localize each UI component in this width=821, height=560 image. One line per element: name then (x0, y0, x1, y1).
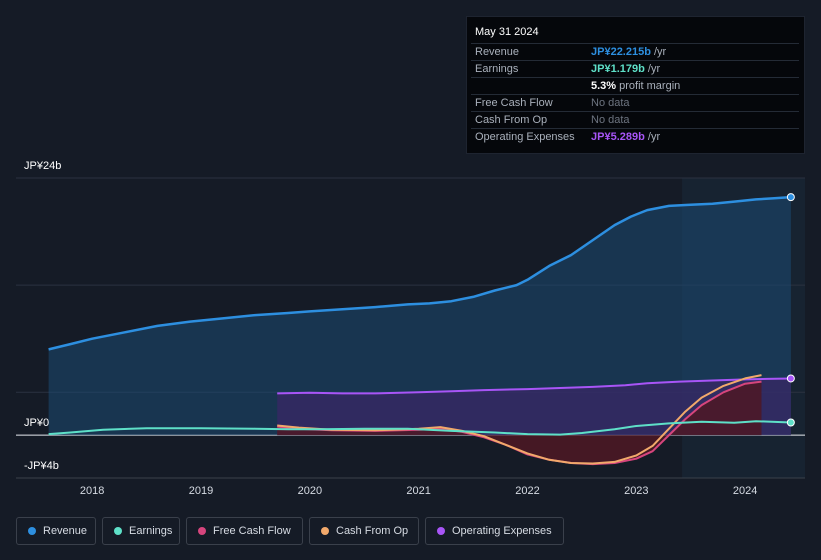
tooltip-panel: May 31 2024 Revenue JP¥22.215b /yr Earning… (466, 16, 805, 154)
y-axis-zero-label: JP¥0 (24, 417, 50, 429)
legend-dot-icon (321, 527, 329, 535)
x-tick-label: 2019 (188, 485, 214, 497)
tooltip-row-value: No data (591, 97, 630, 109)
legend-label: Operating Expenses (452, 525, 552, 537)
earnings-line (48, 420, 791, 436)
legend-item-earnings[interactable]: Earnings (102, 517, 180, 545)
revenue-area (48, 197, 791, 436)
tooltip-row-value: JP¥5.289b /yr (591, 131, 660, 143)
legend-item-cash-from-op[interactable]: Cash From Op (309, 517, 419, 545)
x-tick-label: 2022 (515, 485, 540, 497)
tooltip-value-number: JP¥5.289b (591, 131, 645, 143)
tooltip-row-value: JP¥22.215b /yr (591, 46, 666, 58)
tooltip-value-number: 5.3% (591, 80, 617, 92)
series-end-markers (786, 193, 795, 427)
x-tick-label: 2021 (406, 485, 431, 497)
tooltip-row-value: 5.3% profit margin (591, 80, 680, 92)
x-tick-label: 2020 (297, 485, 323, 497)
tooltip-value-unit: /yr (650, 46, 667, 58)
tooltip-row: Free Cash Flow No data (471, 94, 799, 112)
legend-dot-icon (114, 527, 122, 535)
legend-label: Earnings (129, 525, 173, 537)
revenue-line (48, 195, 791, 351)
tooltip-row-value: No data (591, 114, 630, 126)
tooltip-value-number: No data (591, 114, 630, 126)
tooltip-value-number: JP¥22.215b (591, 46, 651, 58)
tooltip-row-label: Operating Expenses (475, 131, 575, 143)
operating-expenses-end-marker (786, 374, 795, 383)
tooltip-row: Cash From Op No data (471, 111, 799, 129)
tooltip-row-label: Earnings (475, 63, 519, 75)
y-axis-bottom-label: -JP¥4b (24, 460, 59, 472)
legend-dot-icon (28, 527, 36, 535)
tooltip-row-label: Revenue (475, 46, 520, 58)
tooltip-value-unit: profit margin (616, 80, 681, 92)
x-tick-label: 2023 (624, 485, 649, 497)
legend-label: Revenue (43, 525, 88, 537)
legend-item-operating-expenses[interactable]: Operating Expenses (425, 517, 564, 545)
free-cash-flow-area (277, 381, 762, 465)
tooltip-row-label: Free Cash Flow (475, 97, 553, 109)
tooltip-value-number: JP¥1.179b (591, 63, 645, 75)
series-lines (48, 195, 791, 466)
revenue-end-marker (786, 193, 795, 202)
tooltip-row: Earnings JP¥1.179b /yr (471, 60, 799, 78)
legend-label: Cash From Op (336, 525, 409, 537)
tooltip-row-value: JP¥1.179b /yr (591, 63, 660, 75)
legend-item-revenue[interactable]: Revenue (16, 517, 96, 545)
tooltip-value-number: No data (591, 97, 630, 109)
legend-dot-icon (437, 527, 445, 535)
operating-expenses-line (277, 377, 791, 395)
x-tick-label: 2018 (79, 485, 105, 497)
legend-label: Free Cash Flow (213, 525, 291, 537)
tooltip-row: 5.3% profit margin (471, 77, 799, 95)
earnings-end-marker (786, 418, 795, 427)
legend-dot-icon (198, 527, 206, 535)
tooltip-value-unit: /yr (644, 131, 661, 143)
x-tick-label: 2024 (732, 485, 758, 497)
legend-item-free-cash-flow[interactable]: Free Cash Flow (186, 517, 303, 545)
tooltip-row-label: Cash From Op (475, 114, 548, 126)
tooltip-date: May 31 2024 (475, 26, 539, 38)
tooltip-row: Operating Expenses JP¥5.289b /yr (471, 128, 799, 146)
tooltip-row: Revenue JP¥22.215b /yr (471, 43, 799, 61)
y-axis-top-label: JP¥24b (24, 160, 62, 172)
tooltip-value-unit: /yr (644, 63, 661, 75)
